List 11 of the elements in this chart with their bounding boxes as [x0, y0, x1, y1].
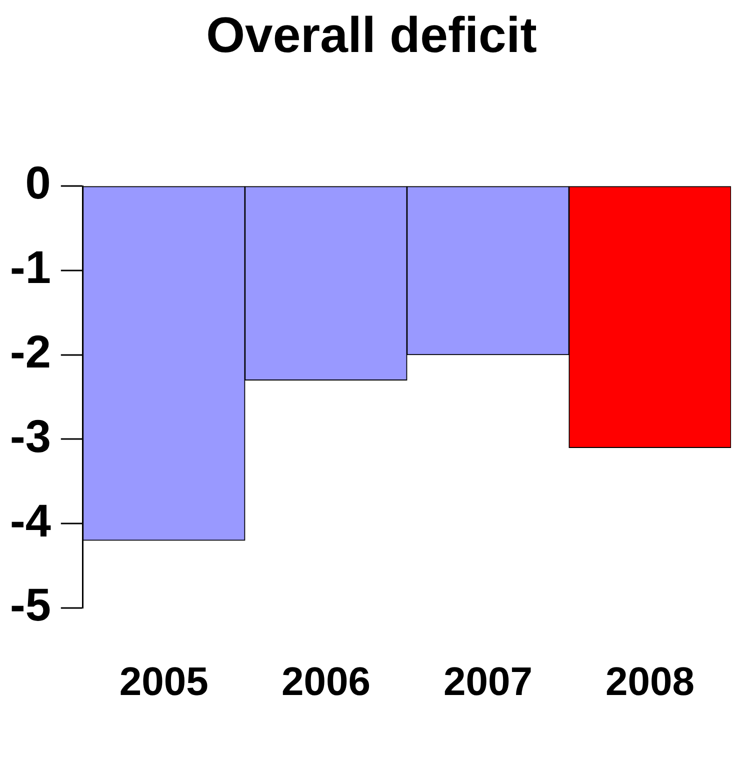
y-tick-label: -2 — [10, 325, 51, 378]
x-tick-label: 2005 — [119, 660, 208, 704]
x-tick-label: 2006 — [281, 660, 370, 704]
y-tick-label: -1 — [10, 241, 51, 294]
x-tick-label: 2008 — [606, 660, 694, 704]
y-tick-label: 0 — [25, 156, 51, 209]
y-tick-label: -5 — [10, 578, 51, 631]
chart-title: Overall deficit — [206, 6, 538, 63]
y-tick-label: -4 — [10, 494, 52, 546]
y-tick-label: -3 — [10, 410, 51, 462]
x-tick-label: 2007 — [443, 660, 532, 704]
